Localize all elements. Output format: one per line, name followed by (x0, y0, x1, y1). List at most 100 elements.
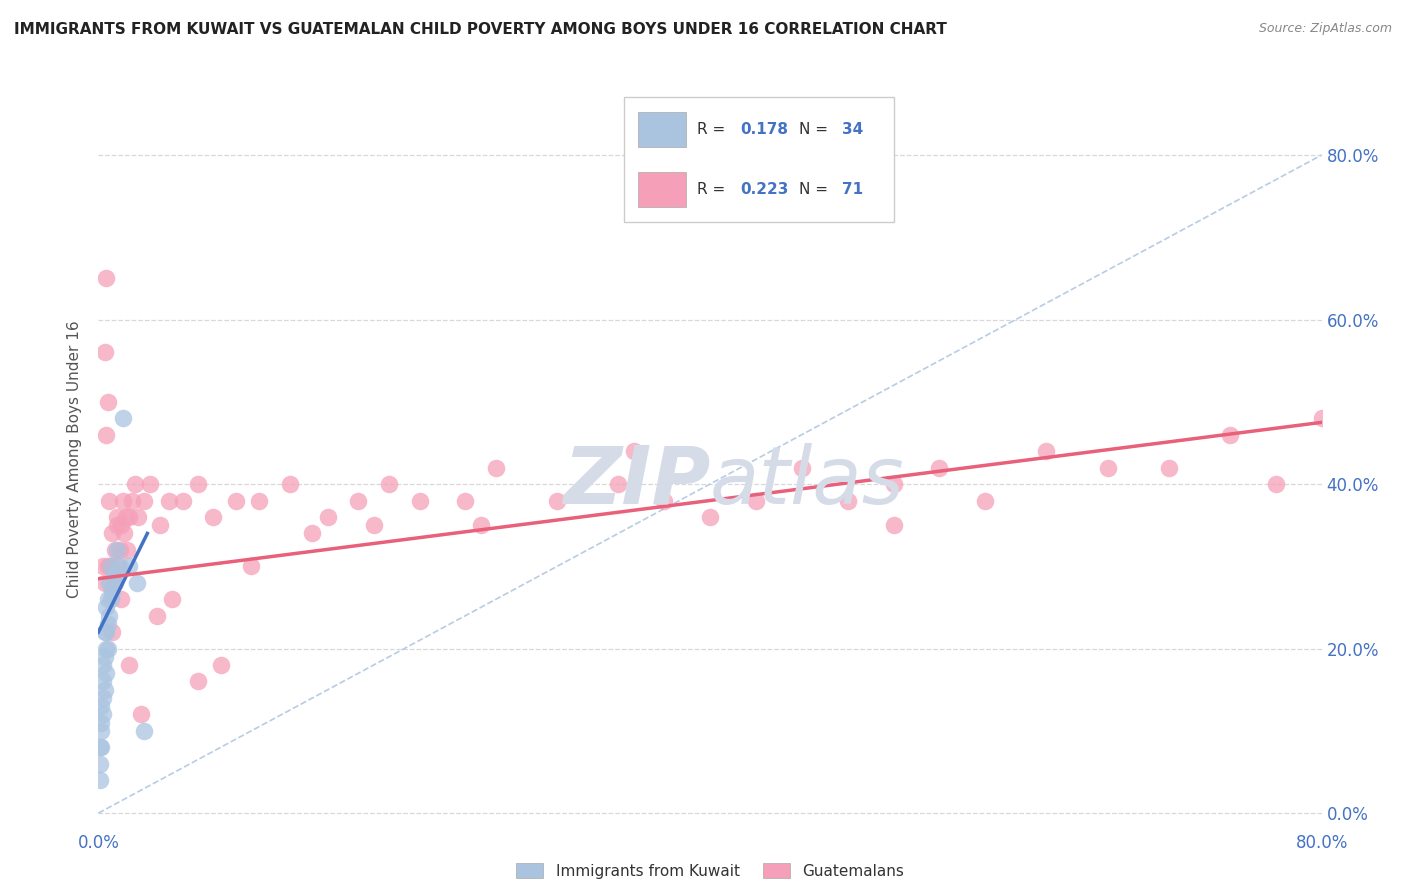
Point (94, 625, 117, 640)
Point (94, 600, 117, 615)
Point (1310, 411, 1333, 425)
Point (125, 575, 148, 590)
Point (652, 493, 675, 508)
Point (91, 658, 114, 673)
Point (202, 510, 225, 524)
Y-axis label: Child Poverty Among Boys Under 16: Child Poverty Among Boys Under 16 (67, 320, 83, 599)
Point (104, 542, 127, 557)
Point (93, 649, 115, 664)
Point (91, 559, 114, 574)
Point (225, 493, 247, 508)
Point (454, 493, 477, 508)
Point (745, 493, 768, 508)
Point (485, 460, 508, 475)
Point (89, 740, 111, 755)
Point (97, 592, 120, 607)
Point (240, 559, 263, 574)
Point (623, 444, 645, 458)
Point (974, 493, 997, 508)
Point (145, 608, 167, 623)
Point (94, 666, 117, 681)
Point (408, 493, 430, 508)
Point (110, 592, 132, 607)
Point (172, 493, 194, 508)
Point (103, 575, 125, 590)
Point (112, 526, 135, 541)
Point (98, 493, 121, 508)
Point (101, 584, 124, 599)
Point (105, 518, 128, 533)
Point (108, 559, 131, 574)
Point (90, 740, 112, 755)
Point (100, 559, 122, 574)
Point (118, 658, 141, 673)
Point (97, 641, 120, 656)
Point (97, 616, 120, 631)
Point (347, 493, 370, 508)
Point (316, 510, 339, 524)
Point (108, 542, 131, 557)
Point (470, 518, 492, 533)
Point (118, 559, 141, 574)
Point (883, 477, 905, 491)
Point (187, 674, 209, 689)
Point (363, 518, 385, 533)
Point (1157, 460, 1180, 475)
Point (209, 658, 232, 673)
Point (160, 592, 183, 607)
Point (100, 559, 122, 574)
Point (187, 477, 209, 491)
Point (378, 477, 401, 491)
Point (1219, 427, 1241, 442)
Point (91, 690, 114, 705)
Point (127, 510, 149, 524)
Point (111, 411, 134, 425)
Point (1035, 444, 1057, 458)
Point (110, 518, 132, 533)
Point (93, 625, 115, 640)
Text: Source: ZipAtlas.com: Source: ZipAtlas.com (1258, 22, 1392, 36)
Point (117, 542, 139, 557)
Point (103, 567, 125, 582)
Point (1097, 460, 1119, 475)
Point (699, 510, 721, 524)
Point (90, 723, 112, 738)
Point (546, 493, 568, 508)
Point (790, 460, 813, 475)
Point (107, 559, 129, 574)
Point (301, 526, 323, 541)
Point (139, 477, 162, 491)
Point (89, 773, 111, 788)
Point (90, 715, 112, 730)
Point (157, 493, 180, 508)
Point (91, 674, 114, 689)
Point (93, 575, 115, 590)
Point (100, 592, 122, 607)
Point (118, 510, 141, 524)
Point (149, 518, 172, 533)
Point (247, 493, 270, 508)
Point (94, 271, 117, 285)
Point (837, 493, 859, 508)
Text: ZIP: ZIP (562, 442, 710, 521)
Point (90, 699, 112, 714)
Point (91, 707, 114, 722)
Point (928, 460, 950, 475)
Legend: Immigrants from Kuwait, Guatemalans: Immigrants from Kuwait, Guatemalans (510, 856, 910, 885)
Point (607, 477, 630, 491)
Point (134, 493, 156, 508)
Point (134, 723, 156, 738)
Point (98, 608, 121, 623)
Point (101, 526, 124, 541)
Point (98, 575, 121, 590)
Point (94, 427, 117, 442)
Point (97, 394, 120, 409)
Point (94, 641, 117, 656)
Point (93, 682, 115, 697)
Point (278, 477, 301, 491)
Text: atlas: atlas (710, 442, 905, 521)
Point (105, 542, 128, 557)
Point (1264, 477, 1286, 491)
Point (121, 493, 143, 508)
Point (129, 707, 152, 722)
